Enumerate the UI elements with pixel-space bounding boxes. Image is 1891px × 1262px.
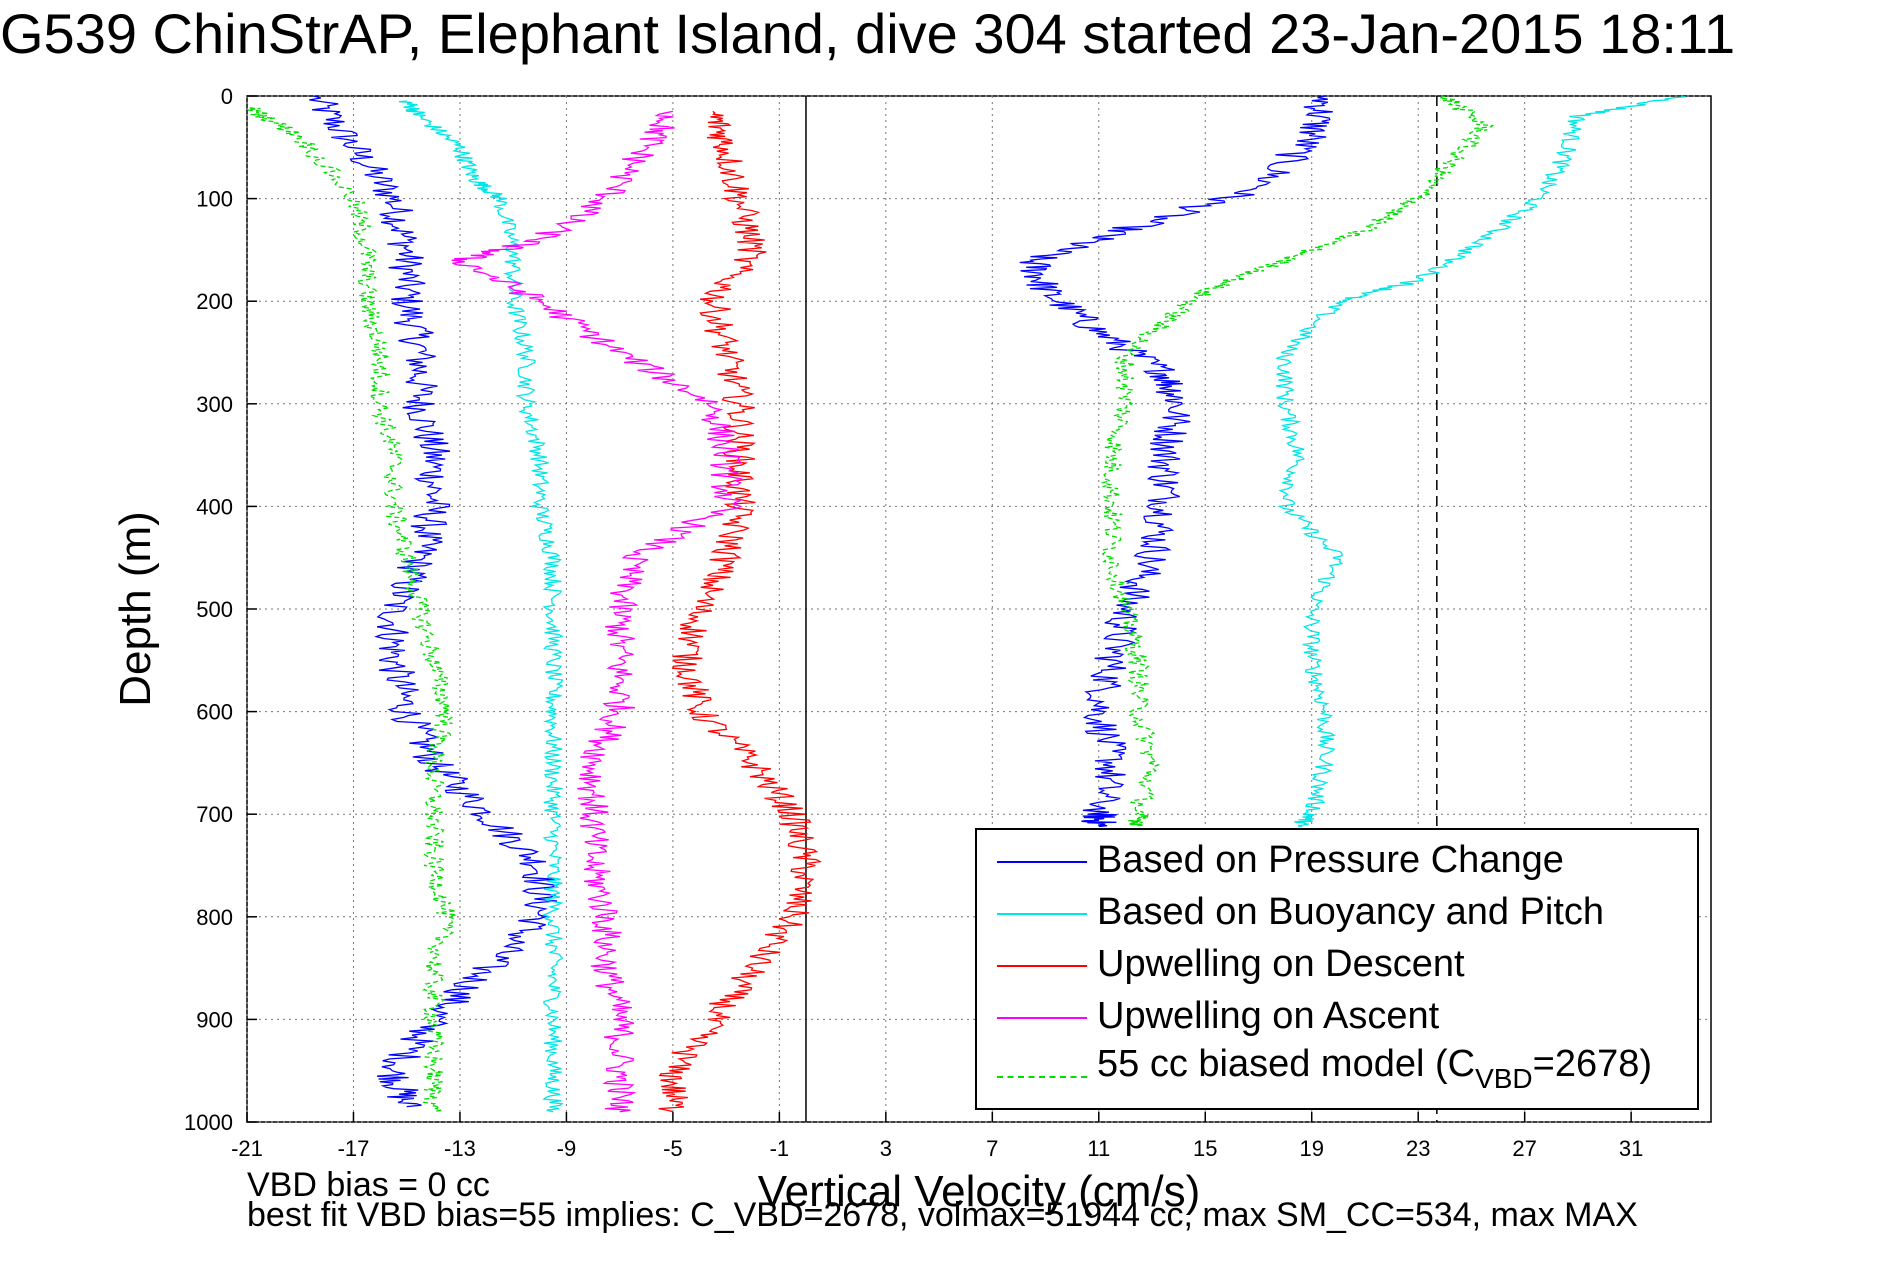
- x-tick-label: -1: [770, 1136, 790, 1161]
- legend-entry-buoyancy: Based on Buoyancy and Pitch: [989, 888, 1689, 938]
- legend: Based on Pressure Change Based on Buoyan…: [975, 828, 1699, 1110]
- x-tick-label: -9: [557, 1136, 577, 1161]
- x-tick-label: -17: [338, 1136, 370, 1161]
- series-line-2-0: [658, 110, 823, 1113]
- series-line-1-0: [398, 100, 564, 1113]
- y-tick-label: 0: [221, 84, 233, 109]
- y-tick-label: 500: [196, 597, 233, 622]
- x-tick-label: -13: [444, 1136, 476, 1161]
- y-tick-label: 100: [196, 187, 233, 212]
- series-line-4-0: [247, 106, 457, 1113]
- y-tick-label: 700: [196, 802, 233, 827]
- y-tick-label: 800: [196, 905, 233, 930]
- series-line-0-1: [1019, 96, 1333, 828]
- x-tick-label: 27: [1512, 1136, 1536, 1161]
- y-tick-label: 200: [196, 289, 233, 314]
- x-axis-ticks: -21 -17 -13 -9 -5 -1 3 7 11 15 19 23 27 31: [231, 1112, 1643, 1161]
- y-tick-label: 600: [196, 700, 233, 725]
- legend-entry-ascent: Upwelling on Ascent: [989, 992, 1689, 1042]
- legend-label-descent: Upwelling on Descent: [1097, 943, 1465, 985]
- legend-label-model: 55 cc biased model (CVBD=2678): [1097, 1043, 1653, 1094]
- vbd-bias-note: VBD bias = 0 cc: [247, 1166, 490, 1204]
- footer-notes: VBD bias = 0 cc best fit VBD bias=55 imp…: [247, 1166, 1638, 1234]
- x-tick-label: -5: [663, 1136, 683, 1161]
- x-tick-label: 19: [1299, 1136, 1323, 1161]
- legend-swatch-ascent: [997, 1017, 1087, 1019]
- series-group: [247, 96, 1686, 1113]
- y-axis-label: Depth (m): [111, 511, 160, 707]
- x-tick-label: 3: [880, 1136, 892, 1161]
- x-axis-label: Vertical Velocity (cm/s): [758, 1167, 1201, 1216]
- y-tick-label: 400: [196, 494, 233, 519]
- x-tick-label: 11: [1087, 1136, 1110, 1161]
- series-line-1-1: [1275, 96, 1686, 828]
- series-line-0-0: [309, 96, 559, 1108]
- x-tick-label: 15: [1193, 1136, 1217, 1161]
- legend-swatch-descent: [997, 965, 1087, 967]
- legend-label-pressure: Based on Pressure Change: [1097, 839, 1564, 881]
- y-tick-label: 900: [196, 1007, 233, 1032]
- legend-label-ascent: Upwelling on Ascent: [1097, 995, 1440, 1037]
- legend-entry-model: 55 cc biased model (CVBD=2678): [989, 1040, 1689, 1094]
- legend-entry-pressure: Based on Pressure Change: [989, 836, 1689, 886]
- legend-swatch-model: [997, 1076, 1087, 1078]
- x-tick-label: 31: [1619, 1136, 1643, 1161]
- x-tick-label: -21: [231, 1136, 263, 1161]
- y-tick-label: 300: [196, 392, 233, 417]
- legend-swatch-pressure: [997, 861, 1087, 863]
- legend-entry-descent: Upwelling on Descent: [989, 940, 1689, 990]
- series-line-3-0: [451, 110, 743, 1113]
- legend-swatch-buoyancy: [997, 913, 1087, 915]
- best-fit-note: best fit VBD bias=55 implies: C_VBD=2678…: [247, 1196, 1638, 1234]
- y-tick-label: 1000: [184, 1110, 233, 1135]
- y-axis-ticks: 0 100 200 300 400 500 600 700 800 900 1000: [184, 84, 257, 1135]
- chart-title: G539 ChinStrAP, Elephant Island, dive 30…: [0, 2, 1736, 65]
- series-line-4-1: [1100, 96, 1494, 828]
- x-tick-label: 23: [1406, 1136, 1430, 1161]
- x-tick-label: 7: [986, 1136, 998, 1161]
- legend-label-buoyancy: Based on Buoyancy and Pitch: [1097, 891, 1605, 933]
